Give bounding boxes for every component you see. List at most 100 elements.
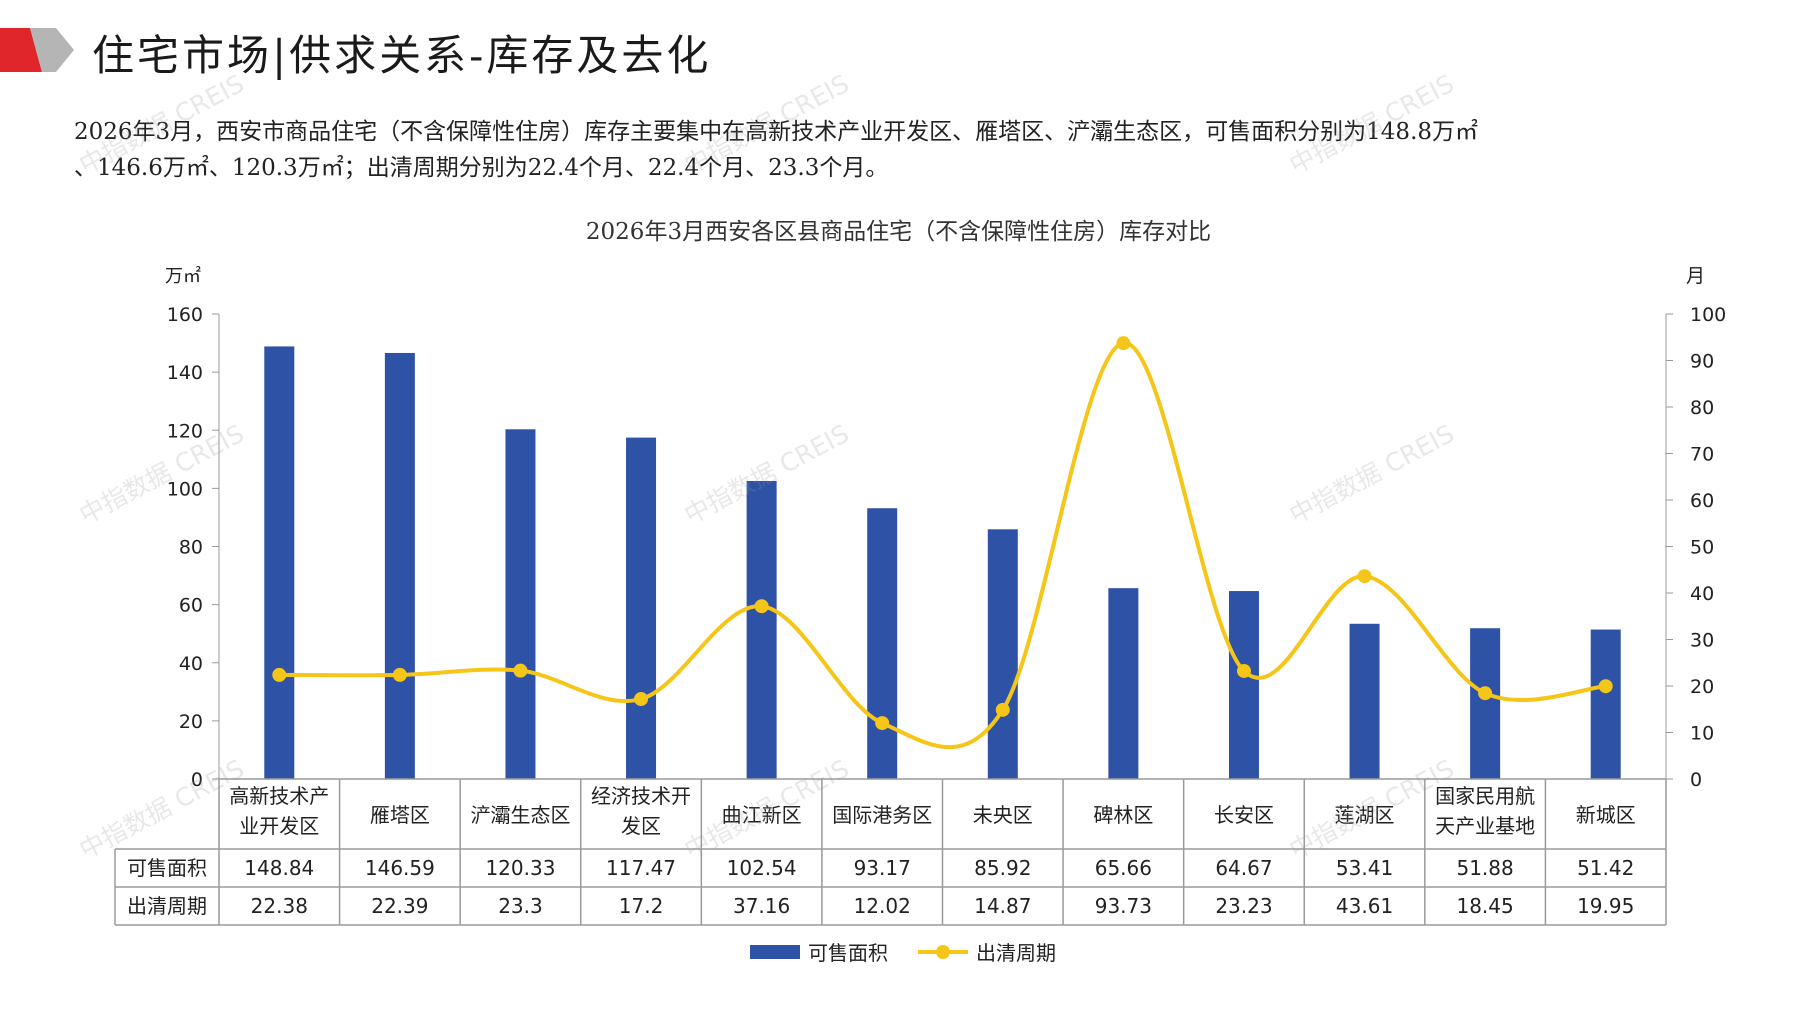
- legend-label-bar: 可售面积: [808, 941, 888, 965]
- line-point-3: [513, 663, 528, 678]
- line-point-5: [754, 599, 769, 614]
- table-value-period: 37.16: [733, 894, 790, 918]
- table-value-period: 22.38: [251, 894, 308, 918]
- right-tick-label: 10: [1690, 723, 1714, 745]
- category-label: 长安区: [1214, 803, 1274, 827]
- bar-3: [505, 429, 536, 779]
- right-tick-label: 0: [1690, 769, 1702, 791]
- category-label: 高新技术产: [229, 784, 329, 808]
- bar-7: [987, 529, 1018, 779]
- brand-logo: [0, 28, 74, 72]
- line-point-7: [995, 702, 1010, 717]
- table-value-area: 85.92: [974, 856, 1031, 880]
- left-tick-label: 20: [179, 711, 203, 733]
- category-label: 莲湖区: [1335, 803, 1395, 827]
- category-label: 碑林区: [1093, 803, 1153, 827]
- table-value-area: 65.66: [1095, 856, 1152, 880]
- table-value-area: 148.84: [244, 856, 314, 880]
- bar-10: [1349, 623, 1380, 779]
- legend-swatch-line-point: [936, 945, 950, 959]
- bar-2: [384, 352, 415, 779]
- table-value-period: 18.45: [1456, 894, 1513, 918]
- category-label: 雁塔区: [370, 803, 430, 827]
- summary-text: 2026年3月，西安市商品住宅（不含保障性住房）库存主要集中在高新技术产业开发区…: [74, 114, 1754, 186]
- bar-5: [746, 480, 777, 779]
- left-tick-label: 160: [167, 304, 203, 326]
- line-point-1: [272, 667, 287, 682]
- table-value-area: 51.42: [1577, 856, 1634, 880]
- category-label: 天产业基地: [1435, 814, 1535, 838]
- right-tick-label: 30: [1690, 630, 1714, 652]
- category-label: 国家民用航: [1435, 784, 1535, 808]
- category-label: 经济技术开: [591, 784, 691, 808]
- table-value-period: 93.73: [1095, 894, 1152, 918]
- table-value-area: 146.59: [365, 856, 435, 880]
- right-tick-label: 40: [1690, 583, 1714, 605]
- table-value-period: 43.61: [1336, 894, 1393, 918]
- table-value-area: 64.67: [1215, 856, 1272, 880]
- table-value-period: 19.95: [1577, 894, 1634, 918]
- table-value-period: 22.39: [371, 894, 428, 918]
- left-tick-label: 80: [179, 537, 203, 559]
- bar-1: [264, 346, 295, 779]
- line-point-4: [634, 692, 649, 707]
- table-value-period: 12.02: [854, 894, 911, 918]
- right-tick-label: 50: [1690, 537, 1714, 559]
- chart-title: 2026年3月西安各区县商品住宅（不含保障性住房）库存对比: [585, 219, 1212, 245]
- line-point-12: [1598, 679, 1613, 694]
- category-label: 发区: [621, 814, 661, 838]
- left-tick-label: 60: [179, 595, 203, 617]
- bar-11: [1470, 628, 1501, 779]
- category-label: 未央区: [973, 803, 1033, 827]
- logo-gray-shape: [30, 28, 74, 72]
- bar-4: [626, 437, 657, 779]
- table-value-period: 14.87: [974, 894, 1031, 918]
- table-value-area: 53.41: [1336, 856, 1393, 880]
- table-row-header: 可售面积: [127, 856, 207, 880]
- line-point-11: [1478, 686, 1493, 701]
- category-label: 国际港务区: [832, 803, 932, 827]
- line-point-2: [392, 667, 407, 682]
- table-value-area: 93.17: [854, 856, 911, 880]
- legend-swatch-bar: [750, 945, 800, 959]
- table-value-area: 117.47: [606, 856, 676, 880]
- right-axis-unit: 月: [1686, 265, 1705, 287]
- left-axis-unit: 万㎡: [165, 265, 201, 287]
- table-value-area: 120.33: [485, 856, 555, 880]
- page-title: 住宅市场|供求关系-库存及去化: [92, 31, 712, 80]
- right-tick-label: 100: [1690, 304, 1726, 326]
- summary-line-2: 、146.6万㎡、120.3万㎡；出清周期分别为22.4个月、22.4个月、23…: [74, 155, 889, 181]
- left-tick-label: 0: [191, 769, 203, 791]
- series-line-qingchu: [279, 341, 1606, 750]
- table-value-area: 51.88: [1456, 856, 1513, 880]
- category-label: 业开发区: [239, 814, 319, 838]
- category-label: 曲江新区: [722, 803, 802, 827]
- left-tick-label: 140: [167, 362, 203, 384]
- left-tick-label: 40: [179, 653, 203, 675]
- line-point-10: [1357, 569, 1372, 584]
- category-label: 新城区: [1576, 803, 1636, 827]
- bar-12: [1590, 629, 1621, 779]
- table-row-header: 出清周期: [127, 894, 207, 918]
- right-tick-label: 80: [1690, 397, 1714, 419]
- legend-label-line: 出清周期: [976, 941, 1056, 965]
- table-value-period: 17.2: [619, 894, 664, 918]
- table-value-period: 23.3: [498, 894, 543, 918]
- bar-6: [867, 508, 898, 779]
- summary-line-1: 2026年3月，西安市商品住宅（不含保障性住房）库存主要集中在高新技术产业开发区…: [74, 119, 1479, 145]
- logo-red-shape: [0, 28, 42, 72]
- line-point-6: [875, 716, 890, 731]
- bar-9: [1228, 591, 1259, 779]
- category-label: 浐灞生态区: [470, 803, 570, 827]
- right-tick-label: 90: [1690, 351, 1714, 373]
- line-point-8: [1116, 336, 1131, 351]
- right-tick-label: 20: [1690, 676, 1714, 698]
- table-value-area: 102.54: [727, 856, 797, 880]
- table-value-period: 23.23: [1215, 894, 1272, 918]
- left-tick-label: 100: [167, 478, 203, 500]
- left-tick-label: 120: [167, 420, 203, 442]
- bar-8: [1108, 588, 1139, 779]
- right-tick-label: 70: [1690, 444, 1714, 466]
- line-point-9: [1236, 663, 1251, 678]
